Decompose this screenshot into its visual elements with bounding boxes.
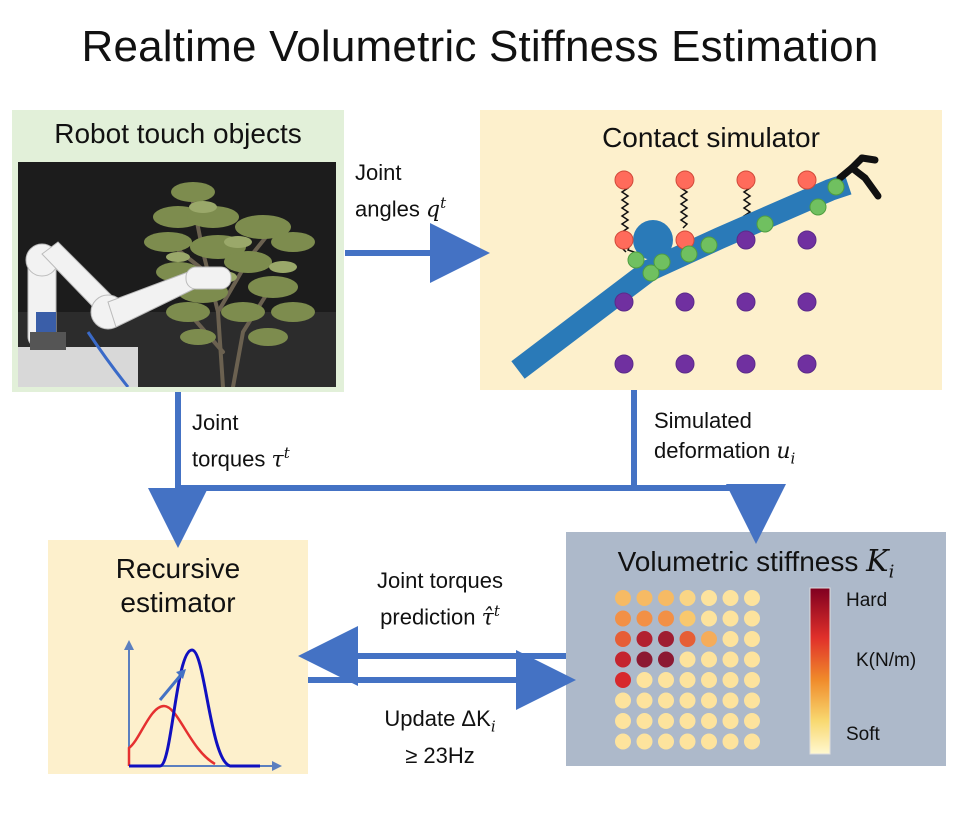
simulator-drawing bbox=[511, 154, 882, 379]
stiffness-cell bbox=[679, 651, 696, 668]
stiffness-cell bbox=[636, 733, 653, 750]
stiffness-cell bbox=[679, 631, 696, 647]
joint-angles-label: Joint angles qt bbox=[355, 160, 447, 223]
colorbar-soft-label: Soft bbox=[846, 724, 880, 745]
stiffness-cell bbox=[615, 713, 631, 729]
stiffness-cell bbox=[658, 672, 674, 688]
stiffness-cell bbox=[615, 692, 631, 709]
colorbar-unit-label: K(N/m) bbox=[856, 650, 917, 671]
stiffness-cell bbox=[744, 713, 760, 729]
stiffness-cell bbox=[636, 692, 653, 709]
stiffness-cell bbox=[615, 733, 631, 750]
stiffness-cell bbox=[615, 590, 631, 606]
recursive-estimator-panel: Recursive estimator bbox=[48, 540, 308, 774]
torque-prediction-label: Joint torques prediction τ̂t bbox=[377, 568, 503, 631]
estimator-panel-title: Recursive estimator bbox=[115, 553, 241, 618]
stiffness-cell bbox=[658, 692, 674, 709]
stiffness-cell bbox=[636, 631, 653, 647]
joint-torques-label: Joint torques τt bbox=[192, 410, 290, 473]
page-title: Realtime Volumetric Stiffness Estimation bbox=[81, 22, 879, 71]
stiffness-cell bbox=[658, 590, 674, 606]
stiffness-cell bbox=[636, 672, 653, 688]
stiffness-cell bbox=[701, 631, 717, 647]
stiffness-cell bbox=[615, 610, 631, 627]
stiffness-cell bbox=[744, 631, 760, 647]
colorbar-hard-label: Hard bbox=[846, 590, 888, 611]
stiffness-cell bbox=[636, 590, 653, 606]
robot-panel-title: Robot touch objects bbox=[54, 118, 302, 149]
stiffness-cell bbox=[701, 651, 717, 668]
simulator-panel-title: Contact simulator bbox=[602, 122, 820, 153]
stiffness-cell bbox=[722, 631, 739, 647]
stiffness-cell bbox=[722, 692, 739, 709]
stiffness-cell bbox=[679, 590, 696, 606]
stiffness-cell bbox=[722, 733, 739, 750]
stiffness-cell bbox=[636, 651, 653, 668]
stiffness-cell bbox=[722, 672, 739, 688]
stiffness-cell bbox=[658, 651, 674, 668]
stiffness-cell bbox=[636, 610, 653, 627]
robot-touch-panel: Robot touch objects bbox=[12, 110, 344, 392]
update-rate-label: Update ΔKi ≥ 23Hz bbox=[384, 706, 496, 769]
stiffness-colorbar bbox=[809, 587, 831, 755]
stiffness-cell bbox=[722, 610, 739, 627]
stiffness-cell bbox=[744, 610, 760, 627]
robot-photo bbox=[18, 162, 336, 387]
stiffness-cell bbox=[679, 610, 696, 627]
stiffness-cell bbox=[744, 692, 760, 709]
stiffness-cell bbox=[615, 631, 631, 647]
stiffness-cell bbox=[701, 713, 717, 729]
stiffness-cell bbox=[615, 651, 631, 668]
stiffness-grid bbox=[615, 590, 760, 750]
stiffness-cell bbox=[679, 692, 696, 709]
stiffness-cell bbox=[744, 590, 760, 606]
stiffness-cell bbox=[701, 692, 717, 709]
stiffness-cell bbox=[658, 631, 674, 647]
stiffness-cell bbox=[722, 713, 739, 729]
stiffness-cell bbox=[701, 610, 717, 627]
line-torque-branch bbox=[178, 484, 786, 544]
stiffness-cell bbox=[658, 733, 674, 750]
stiffness-cell bbox=[722, 590, 739, 606]
stiffness-cell bbox=[615, 672, 631, 688]
stiffness-cell bbox=[701, 590, 717, 606]
stiffness-cell bbox=[701, 733, 717, 750]
stiffness-cell bbox=[679, 733, 696, 750]
stiffness-cell bbox=[679, 713, 696, 729]
stiffness-panel-title: Volumetric stiffness Ki bbox=[617, 544, 895, 583]
stiffness-cell bbox=[744, 733, 760, 750]
stiffness-cell bbox=[658, 713, 674, 729]
estimator-plot bbox=[124, 640, 282, 771]
stiffness-cell bbox=[636, 713, 653, 729]
stiffness-cell bbox=[679, 672, 696, 688]
stiffness-cell bbox=[744, 651, 760, 668]
stiffness-cell bbox=[701, 672, 717, 688]
simulated-deformation-label: Simulated deformation ui bbox=[654, 408, 796, 468]
stiffness-cell bbox=[744, 672, 760, 688]
stiffness-cell bbox=[658, 610, 674, 627]
stiffness-cell bbox=[722, 651, 739, 668]
